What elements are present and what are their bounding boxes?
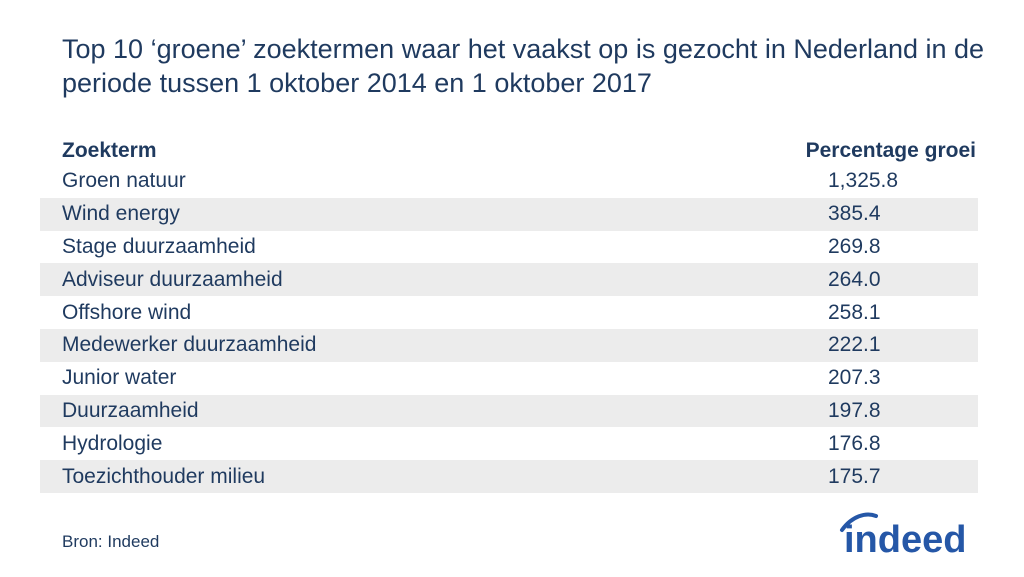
row-term: Medewerker duurzaamheid [62, 333, 317, 357]
indeed-logo: indeed [840, 512, 966, 558]
table-row: Stage duurzaamheid 269.8 [40, 231, 978, 264]
table-row: Hydrologie 176.8 [40, 427, 978, 460]
row-growth-value: 197.8 [828, 398, 881, 422]
data-table: Zoekterm Percentage groei Groen natuur 1,… [40, 127, 978, 493]
table-body: Groen natuur 1,325.8 Wind energy 385.4 Stage… [40, 165, 978, 493]
row-growth-value: 175.7 [828, 464, 881, 488]
column-header-term: Zoekterm [62, 139, 157, 162]
row-growth-value: 269.8 [828, 234, 881, 258]
row-growth-value: 176.8 [828, 431, 881, 455]
table-row: Medewerker duurzaamheid 222.1 [40, 328, 978, 362]
row-term: Toezichthouder milieu [62, 464, 266, 488]
column-header-growth: Percentage groei [805, 139, 976, 162]
row-term: Adviseur duurzaamheid [62, 267, 283, 291]
row-term: Stage duurzaamheid [62, 234, 256, 258]
row-term: Groen natuur [62, 169, 186, 193]
row-growth-value: 207.3 [828, 366, 881, 390]
source-note: Bron: Indeed [62, 532, 160, 551]
table-header: Zoekterm Percentage groei [40, 127, 978, 163]
table-row: Junior water 207.3 [40, 362, 978, 395]
row-term: Duurzaamheid [62, 398, 199, 422]
chart-title: Top 10 ‘groene’ zoektermen waar het vaak… [62, 34, 985, 98]
row-growth-value: 1,325.8 [828, 169, 899, 193]
logo-arc [840, 512, 878, 532]
table-row: Offshore wind 258.1 [40, 296, 978, 329]
row-term: Hydrologie [62, 431, 163, 455]
row-growth-value: 222.1 [828, 333, 881, 357]
table-row: Duurzaamheid 197.8 [40, 394, 978, 428]
row-term: Junior water [62, 366, 177, 390]
table-row: Toezichthouder milieu 175.7 [40, 460, 978, 493]
row-growth-value: 264.0 [828, 267, 881, 291]
logo-text: indeed [844, 519, 966, 558]
row-term: Wind energy [62, 202, 180, 226]
table-row: Groen natuur 1,325.8 [40, 165, 978, 198]
table-row: Wind energy 385.4 [40, 197, 978, 231]
row-growth-value: 385.4 [828, 202, 881, 226]
row-growth-value: 258.1 [828, 300, 881, 324]
row-term: Offshore wind [62, 300, 192, 324]
table-row: Adviseur duurzaamheid 264.0 [40, 263, 978, 297]
